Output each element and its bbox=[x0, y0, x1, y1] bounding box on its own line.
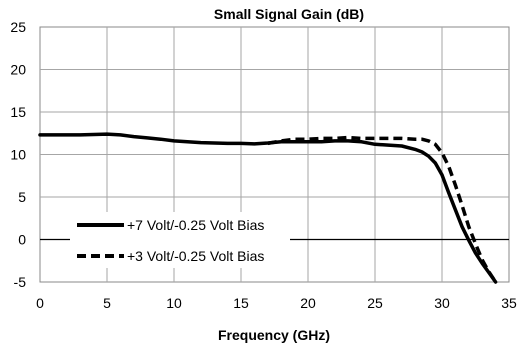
legend-label-series-1: +7 Volt/-0.25 Volt Bias bbox=[127, 217, 264, 233]
x-tick-label: 10 bbox=[166, 295, 182, 311]
x-tick-label: 20 bbox=[300, 295, 316, 311]
y-tick-label: -5 bbox=[14, 274, 27, 290]
legend-label-series-2: +3 Volt/-0.25 Volt Bias bbox=[127, 248, 264, 264]
x-tick-label: 5 bbox=[103, 295, 111, 311]
x-tick-label: 15 bbox=[233, 295, 249, 311]
series-line-1 bbox=[38, 132, 498, 284]
chart-title: Small Signal Gain (dB) bbox=[214, 6, 364, 22]
series-lines bbox=[38, 132, 498, 284]
x-tick-label: 35 bbox=[501, 295, 517, 311]
y-tick-label: 10 bbox=[10, 147, 26, 163]
y-tick-label: 15 bbox=[10, 104, 26, 120]
y-tick-label: 20 bbox=[10, 62, 26, 78]
y-tick-label: 5 bbox=[18, 189, 26, 205]
tick-labels: -5 0 5 10 15 20 25 0 5 10 15 20 25 30 35 bbox=[10, 19, 517, 311]
legend: +7 Volt/-0.25 Volt Bias +3 Volt/-0.25 Vo… bbox=[70, 212, 290, 268]
y-tick-label: 0 bbox=[18, 232, 26, 248]
x-axis-label: Frequency (GHz) bbox=[218, 327, 330, 343]
x-tick-label: 0 bbox=[36, 295, 44, 311]
x-tick-label: 25 bbox=[367, 295, 383, 311]
legend-background bbox=[70, 212, 290, 268]
y-tick-label: 25 bbox=[10, 19, 26, 35]
x-tick-label: 30 bbox=[434, 295, 450, 311]
